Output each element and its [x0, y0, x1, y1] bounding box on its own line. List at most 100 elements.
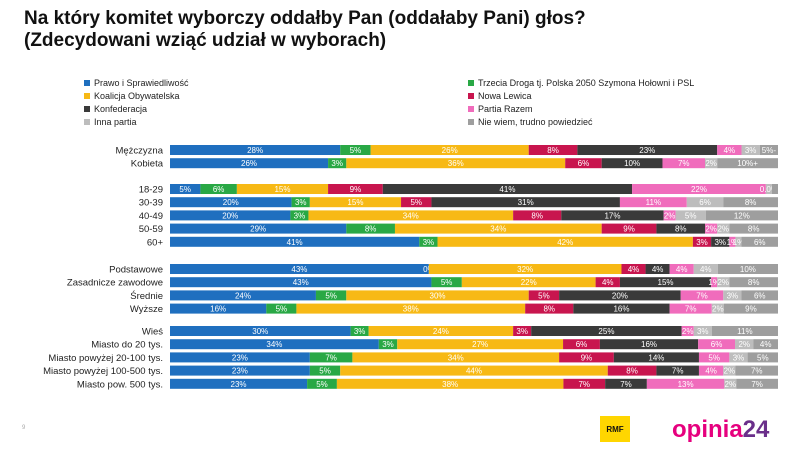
legend-label: Inna partia [94, 117, 137, 127]
bar-segment [513, 326, 532, 336]
bar-segment [729, 236, 736, 247]
data-label: 4% [652, 265, 664, 274]
bar-segment [681, 326, 694, 336]
legend-swatch [84, 106, 90, 112]
opinia-logo-number: 24 [742, 416, 770, 443]
bar-segment [382, 184, 633, 194]
data-label: 10% [624, 159, 640, 168]
bar-segment [705, 210, 778, 221]
bar-segment [328, 184, 383, 194]
data-label: 5% [708, 353, 720, 362]
data-label: 8% [531, 211, 543, 220]
legend-label: Trzecia Droga tj. Polska 2050 Szymona Ho… [478, 78, 695, 88]
bar-segment [693, 264, 718, 274]
data-label: 7% [751, 380, 763, 389]
bar-segment [621, 264, 646, 274]
bar-segment [397, 339, 564, 350]
row-label: 18-29 [139, 185, 163, 196]
data-label: 20% [222, 211, 238, 220]
data-label: 22% [691, 185, 707, 194]
data-label: 15% [274, 185, 290, 194]
bar-segment [437, 236, 693, 247]
data-label: 6% [754, 238, 766, 247]
data-label: 3% [354, 327, 366, 336]
bar-segment [370, 145, 529, 155]
bar-segment [200, 184, 237, 194]
data-label: 23% [639, 146, 655, 155]
rmf-logo: RMF [600, 416, 630, 442]
bar-segment [290, 210, 309, 221]
bar-segment [328, 158, 347, 169]
chart-title: Na który komitet wyborczy oddałby Pan (o… [24, 8, 586, 51]
data-label: 5% [757, 353, 769, 362]
bar-segment [170, 352, 310, 363]
data-label: 3% [714, 238, 726, 247]
bar-segment [170, 326, 351, 336]
bar-segment [765, 184, 772, 194]
data-label: 10% [740, 265, 756, 274]
bar-segment [723, 290, 742, 301]
bar-segment [170, 290, 316, 301]
page-number: 9 [22, 425, 26, 431]
data-label: 41% [287, 238, 303, 247]
data-label: 6% [699, 198, 711, 207]
bar-segment [669, 303, 712, 314]
data-label: 27% [472, 340, 488, 349]
data-label: 7% [325, 353, 337, 362]
bar-segment [368, 326, 514, 336]
bar-segment [350, 326, 369, 336]
data-label: 3% [696, 238, 708, 247]
data-label: 16% [641, 340, 657, 349]
data-label: 34% [490, 225, 506, 234]
bar-segment [741, 290, 778, 301]
bar-segment [378, 339, 398, 350]
data-label: 26% [241, 159, 257, 168]
legend-swatch [84, 80, 90, 86]
data-label: 8% [675, 225, 687, 234]
legend-item: Trzecia Droga tj. Polska 2050 Szymona Ho… [468, 78, 694, 88]
bar-segment [307, 378, 337, 389]
data-label: 5% [410, 198, 422, 207]
bar-segment [559, 352, 614, 363]
data-label: 8% [543, 305, 555, 314]
data-label: 26% [442, 146, 458, 155]
data-label: 6% [578, 159, 590, 168]
row-label: Wieś [142, 327, 163, 338]
data-label: 34% [266, 340, 282, 349]
bar-segment [340, 365, 608, 376]
data-label: 3% [727, 291, 739, 300]
bar-segment [698, 339, 736, 350]
legend-item: Koalicja Obywatelska [84, 91, 180, 101]
row-label: Kobieta [131, 159, 164, 170]
bar-segment [717, 264, 778, 274]
bar-segment [619, 197, 687, 208]
bar-segment [646, 378, 725, 389]
data-label: 25% [598, 327, 614, 336]
legend-item: Nie wiem, trudno powiedzieć [468, 117, 593, 127]
data-label: 5% [325, 291, 337, 300]
bar-segment [573, 303, 670, 314]
data-label: 7% [751, 367, 763, 376]
bar-segment [577, 145, 718, 155]
bar-segment [613, 352, 699, 363]
data-label: 7% [578, 380, 590, 389]
bar-segment [315, 290, 347, 301]
row-label: Mężczyzna [115, 146, 163, 157]
bar-segment [692, 236, 712, 247]
data-label: 7% [672, 367, 684, 376]
data-label: 5% [316, 380, 328, 389]
bar-segment [599, 339, 699, 350]
bar-segment [607, 365, 657, 376]
bar-segment [711, 326, 778, 336]
data-label: 6% [576, 340, 588, 349]
data-label: 11% [737, 327, 752, 336]
data-label: 22% [521, 278, 537, 287]
bar-segment [735, 339, 754, 350]
data-label: 1% [733, 238, 745, 247]
opinia24-logo: opinia24 [672, 416, 769, 444]
bar-segment [724, 378, 737, 389]
data-label: 4% [705, 367, 717, 376]
bar-segment [461, 277, 596, 288]
data-label: 8% [745, 198, 757, 207]
